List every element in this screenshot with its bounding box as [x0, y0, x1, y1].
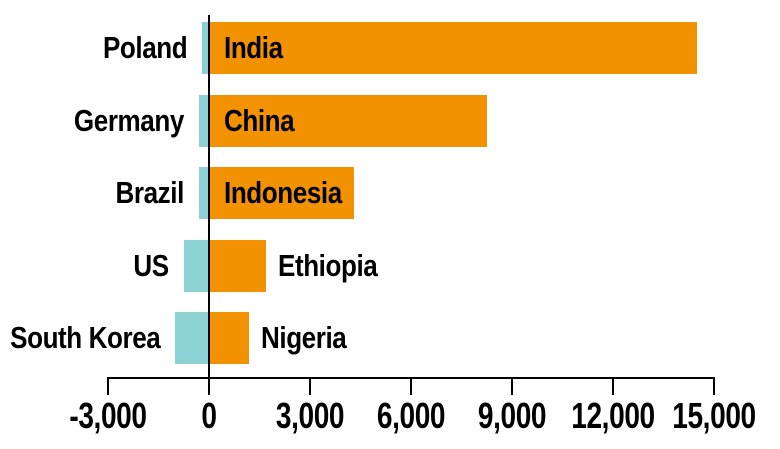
positive-bar [209, 167, 354, 220]
positive-bar [209, 312, 250, 365]
left-country-label: Poland [102, 30, 188, 65]
right-country-label: China [224, 102, 295, 138]
x-axis-tick [612, 377, 614, 395]
x-axis-tick-label: 12,000 [571, 395, 655, 436]
x-axis-tick [208, 377, 210, 395]
negative-bar [198, 167, 209, 220]
negative-bar [198, 94, 209, 147]
right-country-label: India [224, 30, 283, 65]
left-country-label: South Korea [10, 320, 161, 356]
negative-bar [202, 22, 209, 74]
x-axis-tick-label: 15,000 [672, 395, 756, 436]
positive-bar [209, 94, 487, 147]
right-country-label: Ethiopia [278, 247, 378, 283]
x-axis-tick-label: -3,000 [69, 395, 147, 436]
left-country-label: US [133, 247, 169, 283]
negative-bar [183, 239, 209, 292]
x-axis-tick [107, 377, 109, 395]
x-axis-tick-label: 0 [201, 395, 217, 436]
negative-bar [175, 312, 209, 365]
x-axis-tick [713, 377, 715, 395]
left-country-label: Brazil [115, 175, 184, 211]
x-axis-tick-label: 6,000 [376, 395, 446, 436]
x-axis-tick-label: 3,000 [275, 395, 345, 436]
right-country-label: Nigeria [261, 320, 347, 356]
positive-bar [209, 239, 267, 292]
zero-axis-line [208, 15, 210, 394]
left-country-label: Germany [73, 102, 184, 138]
x-axis-tick [309, 377, 311, 395]
x-axis-tick [511, 377, 513, 395]
x-axis-tick-label: 9,000 [477, 395, 547, 436]
positive-bar [209, 22, 698, 74]
right-country-label: Indonesia [224, 175, 342, 211]
x-axis-tick [410, 377, 412, 395]
